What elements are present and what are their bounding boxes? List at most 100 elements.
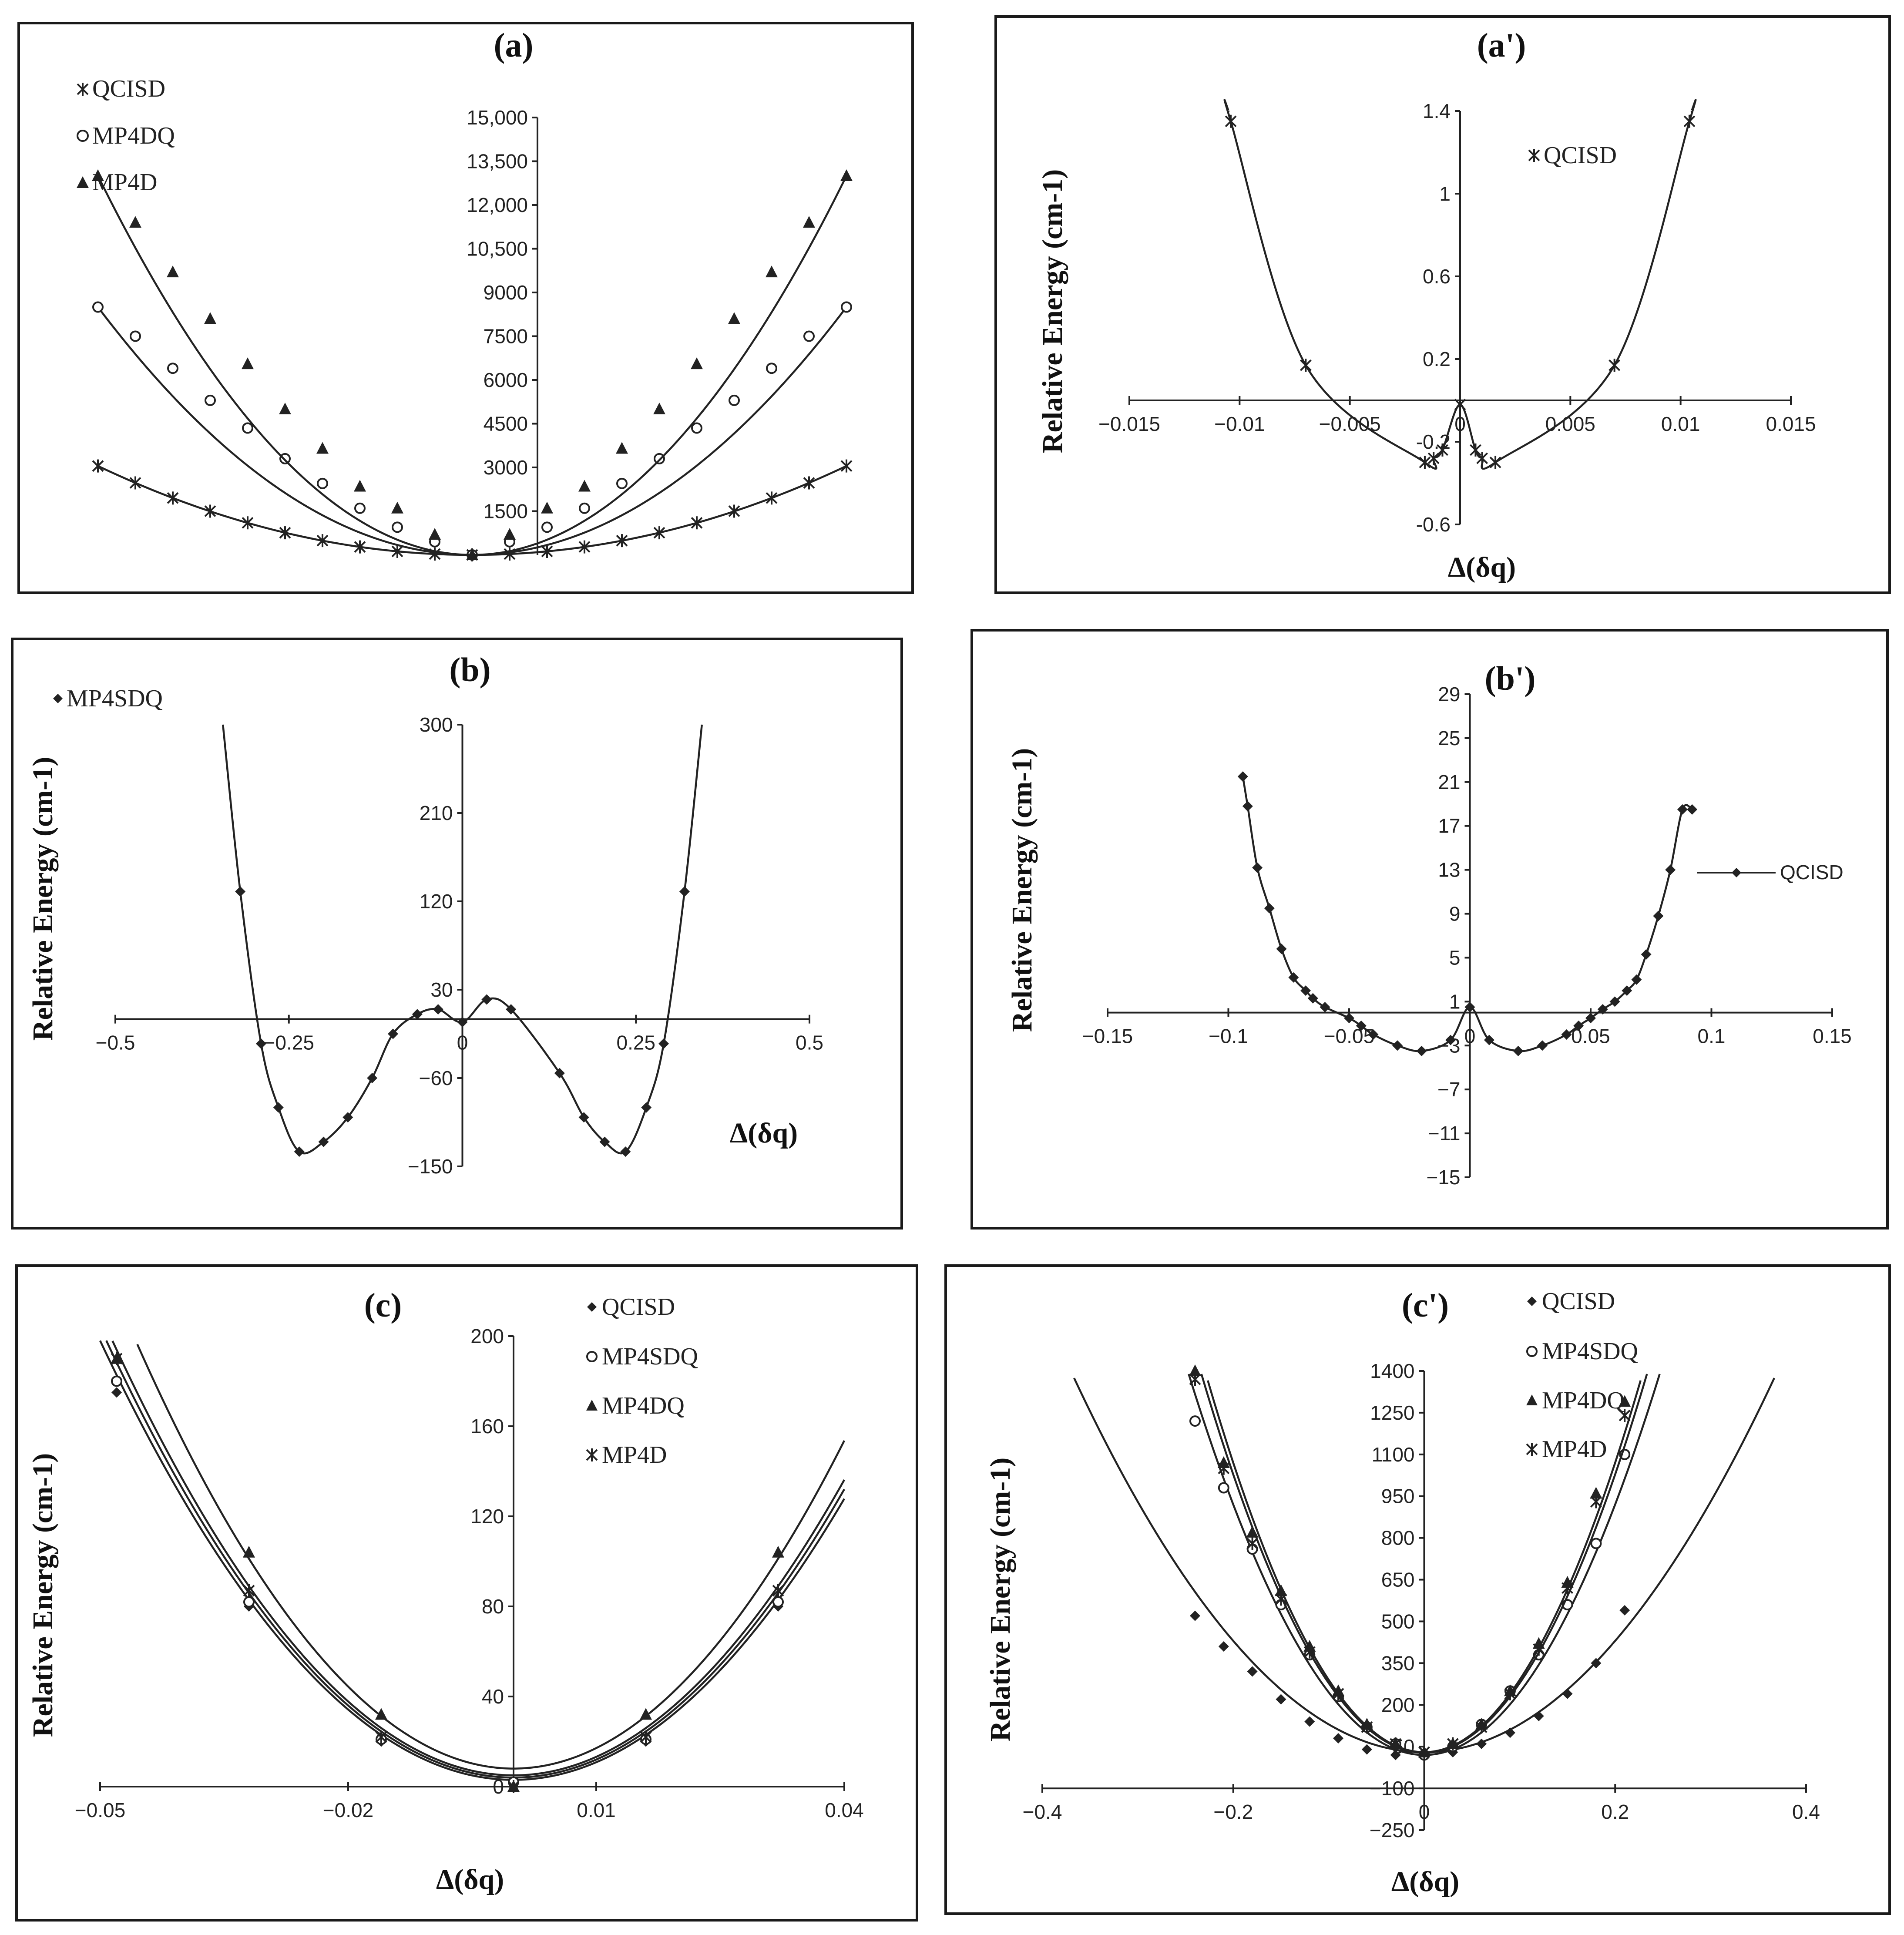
series-mp4dq-point <box>766 363 777 374</box>
y-tick-label: −7 <box>1437 1078 1460 1101</box>
series-mp4d-point <box>640 1730 652 1744</box>
panel-b-prime-y-label: Relative Energy (cm-1) <box>1006 748 1038 1032</box>
legend-marker-triangle <box>1526 1394 1538 1405</box>
series-mp4d-point <box>242 357 254 370</box>
x-tick-label: 0.2 <box>1601 1801 1629 1823</box>
series-mp4dq-line <box>136 1344 846 1770</box>
legend-marker-triangle <box>586 1400 598 1411</box>
panel-c: (c) Relative Energy (cm-1) Δ(δq) QCISD M… <box>15 1264 918 1922</box>
series-qcisd-point <box>167 491 179 505</box>
panel-c-prime-plot: −0.4 −0.2 0 0.2 0.4−250−10050200350500650800… <box>1023 1360 1820 1841</box>
series-qcisd-point <box>204 504 216 518</box>
panel-a-frame <box>17 22 914 594</box>
series-qcisd-line <box>99 1340 845 1781</box>
y-tick-label: 1 <box>1449 990 1461 1013</box>
y-tick-label: 30 <box>430 978 453 1001</box>
y-tick-label: −11 <box>1428 1122 1461 1145</box>
y-tick-label: 25 <box>1438 727 1460 749</box>
series-qcisd-point <box>391 544 403 558</box>
series-qcisd-point <box>316 534 329 548</box>
series-mp4d-point <box>1218 1461 1230 1475</box>
series-mp4dq-point <box>317 477 328 489</box>
series-mp4d-point <box>578 480 591 492</box>
y-tick-label: 5 <box>1449 946 1461 969</box>
x-tick-label: 0.15 <box>1813 1025 1852 1048</box>
series-qcisd-point <box>1476 1738 1487 1749</box>
series-mp4d-point <box>1303 1645 1316 1659</box>
panel-c-prime-y-label: Relative Energy (cm-1) <box>984 1458 1016 1741</box>
series-mp4d-point <box>840 169 853 181</box>
series-qcisd-point <box>1489 456 1501 469</box>
y-tick-label: 950 <box>1381 1485 1415 1508</box>
series-mp4dq-point <box>541 521 553 533</box>
y-tick-label: 300 <box>420 713 453 736</box>
legend-label-mp4sdq: MP4SDQ <box>1542 1338 1638 1365</box>
y-tick-label: 120 <box>420 890 453 913</box>
series-qcisd-point <box>1190 1610 1200 1621</box>
series-mp4dq-point <box>242 422 253 434</box>
series-qcisd-point <box>1470 443 1481 457</box>
series-mp4dq-point <box>130 330 141 342</box>
series-qcisd-point <box>1445 1035 1456 1045</box>
series-mp4d-point <box>1619 1409 1631 1422</box>
y-tick-label: 350 <box>1381 1652 1415 1674</box>
y-tick-label: 1400 <box>1370 1360 1414 1382</box>
x-tick-label: −0.05 <box>1324 1025 1374 1048</box>
legend-label-mp4dq: MP4DQ <box>92 122 175 149</box>
series-mp4dq-point <box>1590 1487 1602 1499</box>
series-mp4dq-point <box>354 502 366 514</box>
series-qcisd-point <box>1252 862 1263 873</box>
x-tick-label: 0.25 <box>616 1031 655 1054</box>
panel-a-title: (a) <box>494 26 534 64</box>
series-qcisd-point <box>1622 985 1632 996</box>
series-mp4sdq-point <box>1590 1538 1602 1549</box>
series-mp4sdq-point <box>367 1073 378 1083</box>
series-qcisd-point <box>1533 1710 1544 1721</box>
series-qcisd-point <box>1307 993 1318 1004</box>
series-mp4d-point <box>1561 1581 1573 1595</box>
legend-label-mp4d: MP4D <box>602 1441 667 1468</box>
series-qcisd-point <box>1631 974 1642 985</box>
series-mp4dq-point <box>243 1545 255 1558</box>
series-mp4d-point <box>1332 1687 1344 1700</box>
y-tick-label: 0.6 <box>1423 265 1451 288</box>
y-tick-label: −100 <box>1370 1777 1415 1800</box>
y-tick-label: −250 <box>1370 1819 1415 1841</box>
panel-a-prime: (a') Relative Energy (cm-1) Δ(δq) QCISD … <box>994 15 1891 594</box>
series-mp4d-point <box>243 1584 255 1597</box>
series-qcisd-point <box>354 540 366 554</box>
series-qcisd-point <box>1687 804 1698 815</box>
panel-c-frame <box>15 1264 918 1922</box>
y-tick-label: 210 <box>420 802 453 824</box>
y-tick-label: 120 <box>470 1505 504 1528</box>
panel-b-frame <box>11 638 903 1230</box>
legend-label-qcisd: QCISD <box>92 75 165 102</box>
series-qcisd-point <box>1288 972 1299 983</box>
series-mp4sdq-point <box>658 1038 669 1049</box>
series-qcisd-point <box>1242 801 1253 812</box>
y-tick-label: 160 <box>470 1415 504 1438</box>
series-mp4d-point <box>1418 1745 1430 1759</box>
series-mp4d-point <box>507 1780 520 1793</box>
series-qcisd-point <box>1361 1744 1372 1755</box>
panel-b-title: (b) <box>449 651 490 689</box>
series-qcisd-point <box>616 534 628 548</box>
series-mp4sdq-point <box>273 1102 284 1113</box>
series-mp4dq-point <box>691 422 702 434</box>
series-mp4sdq-point <box>243 1596 255 1608</box>
series-mp4sdq-point <box>578 1112 589 1123</box>
panel-b-y-label: Relative Energy (cm-1) <box>27 757 59 1041</box>
series-mp4d-point <box>354 480 366 492</box>
legend-marker-circle <box>1526 1346 1538 1357</box>
legend-marker-star <box>1528 149 1540 162</box>
series-qcisd-point <box>1573 1020 1584 1031</box>
series-mp4dq-point <box>375 1708 387 1720</box>
series-mp4dq-point <box>167 363 178 374</box>
y-tick-label: 1500 <box>484 500 528 523</box>
y-tick-label: 1 <box>1439 182 1451 205</box>
series-mp4sdq-point <box>343 1112 353 1123</box>
series-qcisd-point <box>803 476 815 490</box>
series-qcisd-point <box>1484 1035 1494 1045</box>
series-qcisd-point <box>1320 1001 1330 1012</box>
